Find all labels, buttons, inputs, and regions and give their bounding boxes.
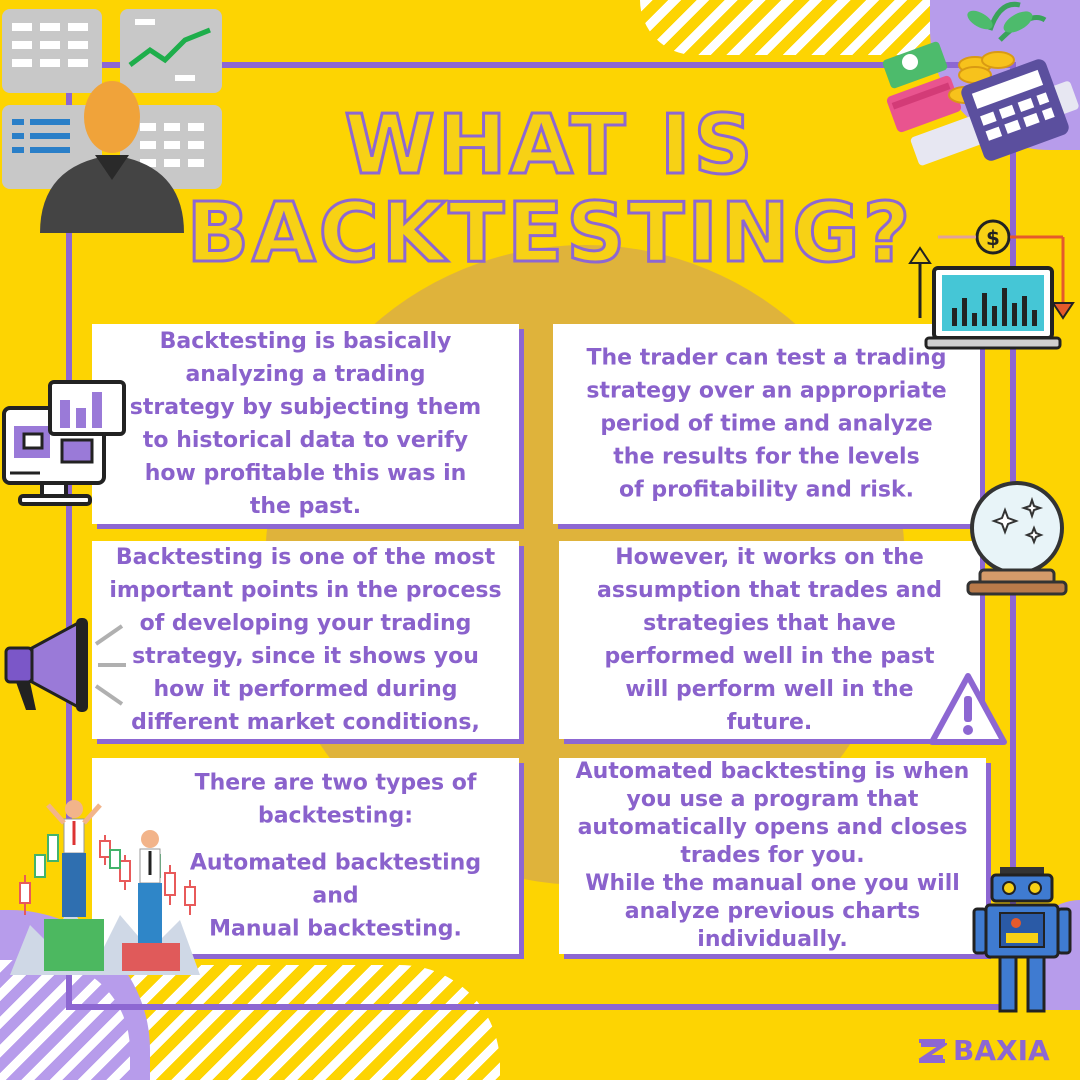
robot-icon xyxy=(972,867,1072,1013)
frame-left xyxy=(66,62,72,1010)
page-title-line1: WHAT IS xyxy=(343,98,756,193)
card-importance: Backtesting is one of the most important… xyxy=(92,541,519,739)
card-assumption: However, it works on the assumption that… xyxy=(559,541,980,739)
megaphone-icon xyxy=(4,618,126,712)
card-trader-test-text: The trader can test a trading strategy o… xyxy=(586,345,947,503)
trader-monitors-icon xyxy=(2,9,222,233)
businessmen-podium-icon xyxy=(10,800,200,975)
frame-bottom xyxy=(66,1004,1016,1010)
computer-chart-icon xyxy=(2,380,126,506)
brand-name: BAXIA xyxy=(953,1034,1050,1067)
crystal-ball-icon xyxy=(966,481,1068,596)
card-automated: Automated backtesting is when you use a … xyxy=(559,758,986,954)
laptop-chart-icon: $ xyxy=(908,219,1075,350)
baxia-logo-icon xyxy=(918,1039,947,1063)
brand-logo: BAXIA xyxy=(915,1034,1065,1067)
frame-top xyxy=(66,62,1016,68)
card-trader-test: The trader can test a trading strategy o… xyxy=(553,324,980,524)
card-assumption-text: However, it works on the assumption that… xyxy=(597,545,942,735)
stripes-top-right xyxy=(640,0,960,55)
card-definition-text: Backtesting is basically analyzing a tra… xyxy=(129,329,482,519)
card-definition: Backtesting is basically analyzing a tra… xyxy=(92,324,519,524)
card-types: There are two types of backtesting: Auto… xyxy=(92,758,519,954)
card-types-text: There are two types of backtesting: Auto… xyxy=(189,770,482,942)
money-cards-calculator-icon xyxy=(882,1,1079,166)
card-importance-text: Backtesting is one of the most important… xyxy=(109,545,502,735)
warning-icon xyxy=(929,673,1007,745)
page-title-line2: BACKTESTING? xyxy=(185,186,914,281)
card-automated-text: Automated backtesting is when you use a … xyxy=(575,759,970,952)
svg-text:$: $ xyxy=(986,226,1000,250)
